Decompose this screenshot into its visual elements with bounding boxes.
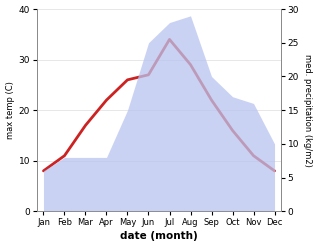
Y-axis label: max temp (C): max temp (C) [5, 81, 15, 139]
X-axis label: date (month): date (month) [120, 231, 198, 242]
Y-axis label: med. precipitation (kg/m2): med. precipitation (kg/m2) [303, 54, 313, 167]
